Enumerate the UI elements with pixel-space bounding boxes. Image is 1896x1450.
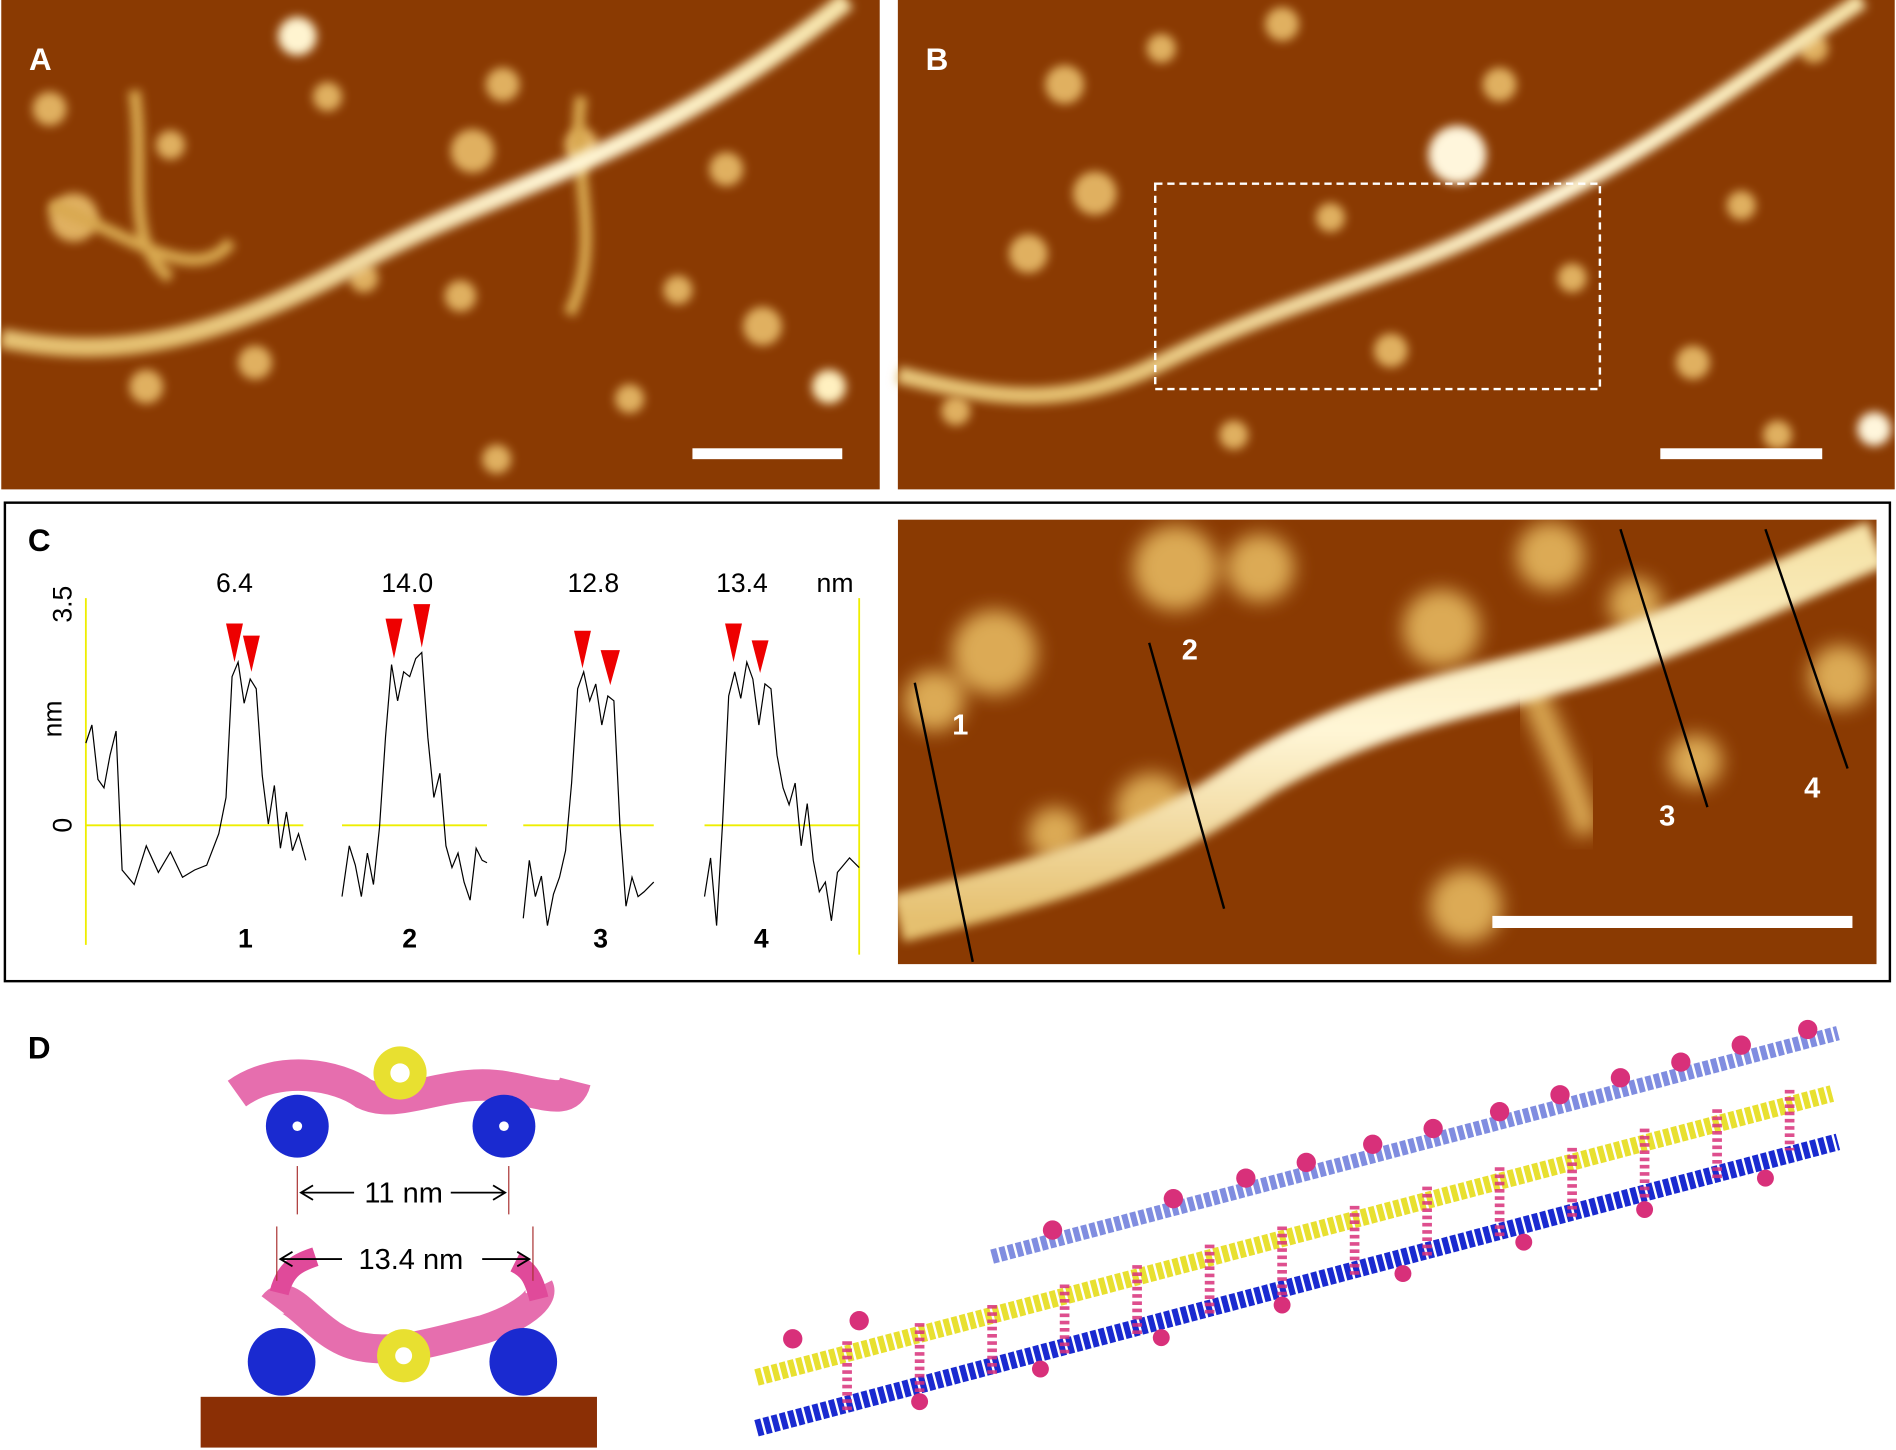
fibre <box>895 0 1867 405</box>
width-value: 6.4 <box>216 568 253 598</box>
cross-section-top <box>227 1046 591 1158</box>
y-unit: nm <box>38 700 68 737</box>
profile-number: 1 <box>238 923 253 953</box>
width-value: 14.0 <box>381 568 433 598</box>
width-value: 12.8 <box>567 568 619 598</box>
fibre <box>0 0 854 357</box>
afm-features <box>941 7 1892 450</box>
profile-lines <box>913 528 1849 963</box>
line-label: 2 <box>1182 635 1198 667</box>
scale-bar <box>692 448 843 460</box>
profile-number: 3 <box>593 923 608 953</box>
panel-label: D <box>28 1031 51 1066</box>
line-labels: 1 2 3 4 <box>952 635 1820 833</box>
afm-strands <box>47 89 592 317</box>
y-top-label: 3.5 <box>47 586 77 623</box>
dimension-arrows <box>276 1166 534 1281</box>
line-label: 4 <box>1804 773 1820 805</box>
scale-bar <box>1660 448 1823 460</box>
fibre <box>897 521 1877 942</box>
panel-b: B <box>895 0 1895 490</box>
filament-model <box>754 1019 1841 1437</box>
zoom-box <box>1154 182 1602 391</box>
panel-c: C 3.5 0 nm 6.4 14.0 12.8 13.4 nm 1 2 3 4… <box>3 501 1892 983</box>
width-unit: nm <box>817 568 854 598</box>
cross-section-bottom <box>200 1247 597 1448</box>
line-label: 1 <box>952 710 968 742</box>
height-profiles <box>85 651 860 926</box>
panel-label: A <box>29 42 52 77</box>
panel-d: D 11 nm 13.4 nm <box>28 1019 1841 1448</box>
profile-number: 4 <box>754 923 769 953</box>
panel-label: C <box>28 523 51 558</box>
profile-number: 2 <box>402 923 417 953</box>
panel-label: B <box>926 42 949 77</box>
panel-a: A <box>0 0 880 490</box>
line-label: 3 <box>1659 800 1675 832</box>
dimension-label: 11 nm <box>364 1177 442 1209</box>
width-value: 13.4 <box>716 568 768 598</box>
afm-features <box>903 522 1872 943</box>
y-zero-label: 0 <box>47 818 77 833</box>
zoom-image: 1 2 3 4 <box>897 519 1877 965</box>
panel-frame <box>3 501 1892 983</box>
peak-markers <box>226 604 769 686</box>
dimension-label: 13.4 nm <box>358 1244 463 1276</box>
scale-bar <box>1492 915 1853 928</box>
